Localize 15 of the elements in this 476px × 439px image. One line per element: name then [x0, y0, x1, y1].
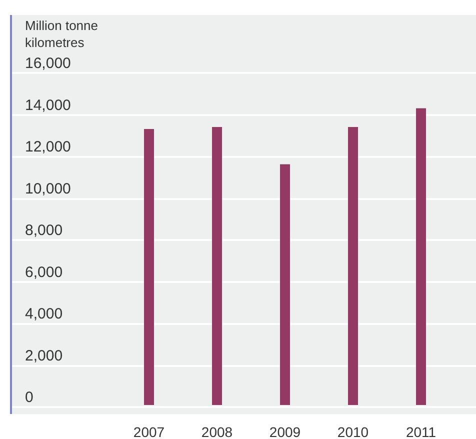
x-tick-label: 2007 [133, 424, 165, 439]
y-tick-label: 14,000 [25, 96, 71, 114]
x-tick-label: 2008 [201, 424, 233, 439]
y-axis-title: Million tonne kilometres [25, 18, 102, 50]
y-tick-label: 2,000 [25, 347, 63, 364]
x-tick-label: 2011 [406, 424, 436, 439]
y-tick-label: 0 [25, 389, 34, 406]
y-tick-label: 16,000 [25, 55, 71, 72]
y-tick-label: 8,000 [25, 222, 63, 239]
y-tick-label: 10,000 [25, 180, 71, 198]
y-tick-label: 12,000 [25, 138, 71, 156]
y-tick-label: 6,000 [25, 264, 63, 281]
x-tick-label: 2009 [269, 424, 301, 439]
x-tick-label: 2010 [337, 424, 369, 439]
y-tick-label: 4,000 [25, 306, 63, 322]
